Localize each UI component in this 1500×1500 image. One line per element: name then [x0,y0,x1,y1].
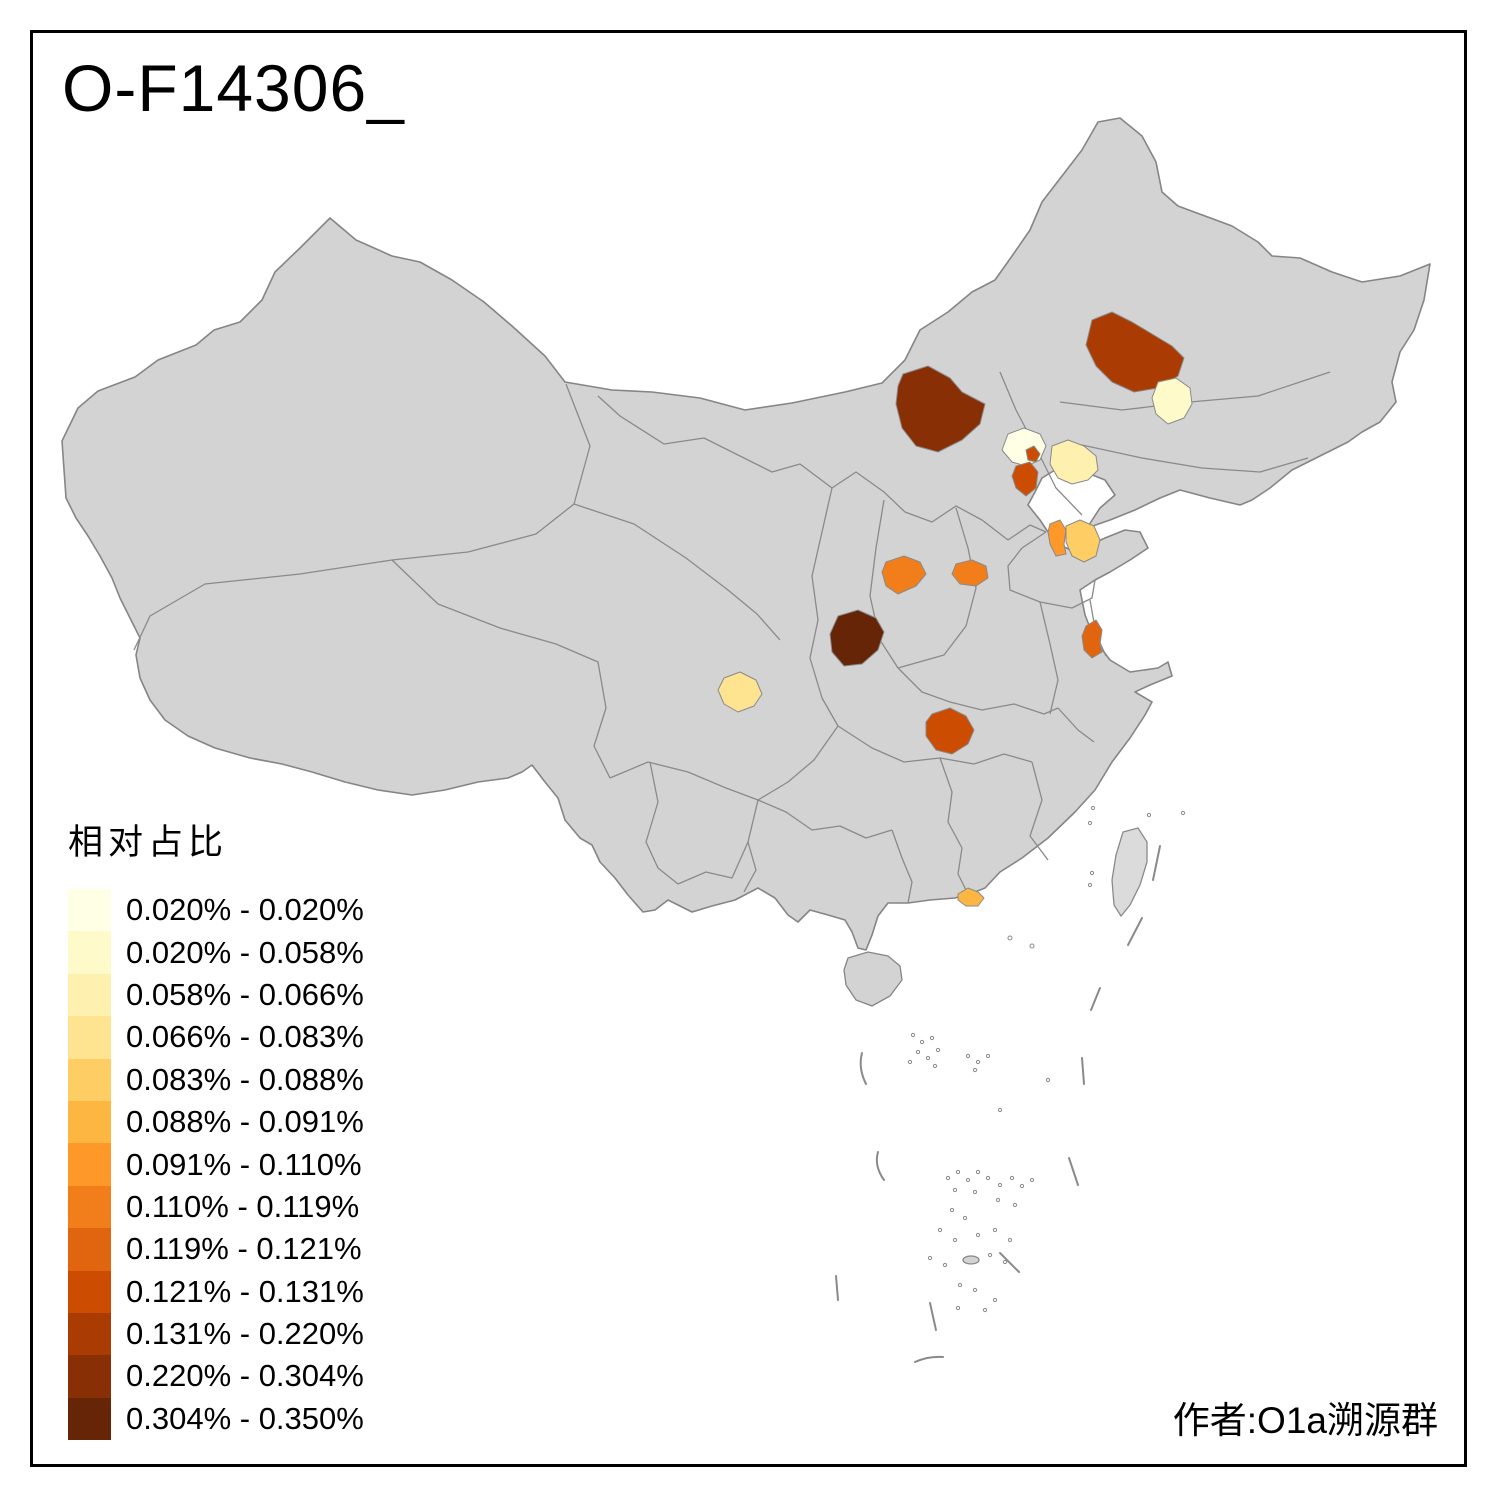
legend-row: 0.058% - 0.066% [68,973,364,1017]
province-borders [133,371,1331,904]
legend-row: 0.066% - 0.083% [68,1016,364,1059]
choropleth-region [957,887,985,907]
legend-row: 0.088% - 0.091% [68,1100,364,1144]
page-title: O-F14306_ [62,51,405,125]
legend-row: 0.083% - 0.088% [68,1058,364,1101]
taiwan-island [1111,827,1148,918]
legend-label: 0.119% - 0.121% [126,1231,362,1267]
legend-label: 0.020% - 0.058% [126,934,364,970]
legend-swatch [68,1312,111,1356]
choropleth-regions [717,311,1193,907]
choropleth-region [895,365,986,453]
choropleth-region [1085,311,1185,393]
legend-row: 0.121% - 0.131% [68,1270,364,1313]
legend-swatch [68,1355,111,1398]
legend-row: 0.131% - 0.220% [68,1312,364,1356]
nine-dash-line [835,845,1161,1363]
legend-label: 0.058% - 0.066% [126,976,364,1012]
legend-row: 0.020% - 0.020% [68,889,364,932]
legend-label: 0.066% - 0.083% [126,1019,364,1055]
choropleth-region [1065,519,1101,563]
legend-swatch [68,1016,111,1059]
choropleth-region [717,671,763,713]
choropleth-region [1011,445,1041,497]
legend-title: 相对占比 [68,823,229,862]
choropleth-region [1081,619,1103,659]
legend-swatch [68,931,111,974]
legend-swatch [68,1185,111,1229]
choropleth-region [1049,439,1099,485]
legend-label: 0.220% - 0.304% [126,1358,364,1394]
legend-swatch [68,1100,111,1144]
legend-swatch [68,973,111,1017]
legend-swatch [68,1228,111,1271]
choropleth-region [1151,377,1193,425]
legend-label: 0.304% - 0.350% [126,1400,364,1436]
legend-label: 0.088% - 0.091% [126,1104,364,1140]
choropleth-region [1047,519,1067,557]
choropleth-region [925,707,975,755]
legend-swatch [68,1143,111,1186]
legend: 相对占比 0.020% - 0.020% 0.020% - 0.058% 0.0… [68,814,364,1441]
legend-label: 0.020% - 0.020% [126,892,364,928]
hainan-island [843,951,903,1007]
legend-swatch [68,1058,111,1101]
choropleth-region [881,555,927,595]
legend-swatch [68,1270,111,1313]
legend-label: 0.091% - 0.110% [126,1146,362,1182]
attribution: 作者:O1a溯源群 [1172,1400,1438,1441]
plot-border [30,30,1467,1467]
choropleth-region [829,609,885,667]
legend-label: 0.131% - 0.220% [126,1316,364,1352]
legend-row: 0.091% - 0.110% [68,1143,364,1186]
sea-island-dots [907,805,1186,1313]
legend-label: 0.121% - 0.131% [126,1273,364,1309]
choropleth-region [951,559,989,587]
legend-row: 0.304% - 0.350% [68,1397,364,1441]
legend-row: 0.110% - 0.119% [68,1185,364,1229]
legend-label: 0.083% - 0.088% [126,1061,364,1097]
legend-row: 0.220% - 0.304% [68,1355,364,1398]
legend-row: 0.020% - 0.058% [68,931,364,974]
legend-swatch [68,889,111,932]
spratly-main-island [962,1255,980,1265]
legend-row: 0.119% - 0.121% [68,1228,364,1271]
legend-swatch [68,1397,111,1441]
legend-label: 0.110% - 0.119% [126,1188,360,1224]
